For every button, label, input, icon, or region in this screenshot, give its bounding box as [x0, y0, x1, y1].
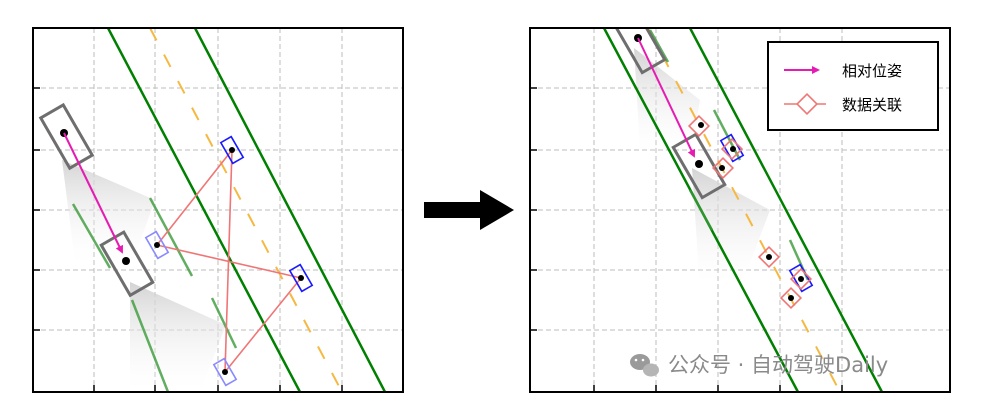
left-lane-line-2 [193, 28, 387, 392]
right-fov-cone-2 [692, 168, 770, 290]
left-fov-cone-2 [130, 282, 226, 392]
legend: 相对位姿 数据关联 [767, 41, 939, 131]
left-association-lines [156, 149, 302, 373]
left-relative-pose-arrow [63, 132, 123, 254]
left-lane-observations [71, 197, 238, 392]
right-association-marker-2 [711, 156, 735, 180]
legend-item-data-association: 数据关联 [784, 92, 902, 116]
right-relative-pose-arrow [637, 37, 696, 158]
right-association-marker-3 [757, 245, 781, 269]
right-detection-box-1 [719, 133, 745, 163]
right-association-marker-4 [779, 286, 803, 310]
right-axis-ticks [530, 87, 843, 392]
watermark: 公众号 · 自动驾驶Daily [630, 353, 888, 377]
watermark-text: 公众号 · 自动驾驶Daily [668, 353, 888, 377]
left-detection-box-4 [212, 357, 238, 387]
left-detection-box-2 [144, 230, 170, 260]
left-vehicle-box-2 [99, 230, 155, 298]
right-panel: 相对位姿 数据关联 [529, 27, 951, 393]
right-detection-box-2 [788, 263, 814, 293]
left-axis-ticks [33, 87, 343, 392]
left-fov-cone-1 [62, 160, 155, 270]
left-detection-box-1 [219, 135, 245, 165]
legend-label-relative-pose: 相对位姿 [842, 62, 902, 80]
left-center-dashed-line [149, 28, 343, 392]
wechat-icon [630, 354, 659, 377]
right-association-marker-1 [687, 114, 711, 138]
left-lane-line-1 [106, 28, 302, 392]
right-center-dashed-line [647, 28, 841, 392]
left-panel [32, 27, 404, 393]
right-lane-line-2 [688, 28, 884, 392]
right-vehicle-box-2 [671, 132, 727, 200]
legend-label-data-association: 数据关联 [842, 96, 902, 114]
left-detection-box-3 [288, 263, 314, 293]
right-arrow-icon [424, 190, 514, 230]
legend-item-relative-pose: 相对位姿 [784, 62, 902, 80]
